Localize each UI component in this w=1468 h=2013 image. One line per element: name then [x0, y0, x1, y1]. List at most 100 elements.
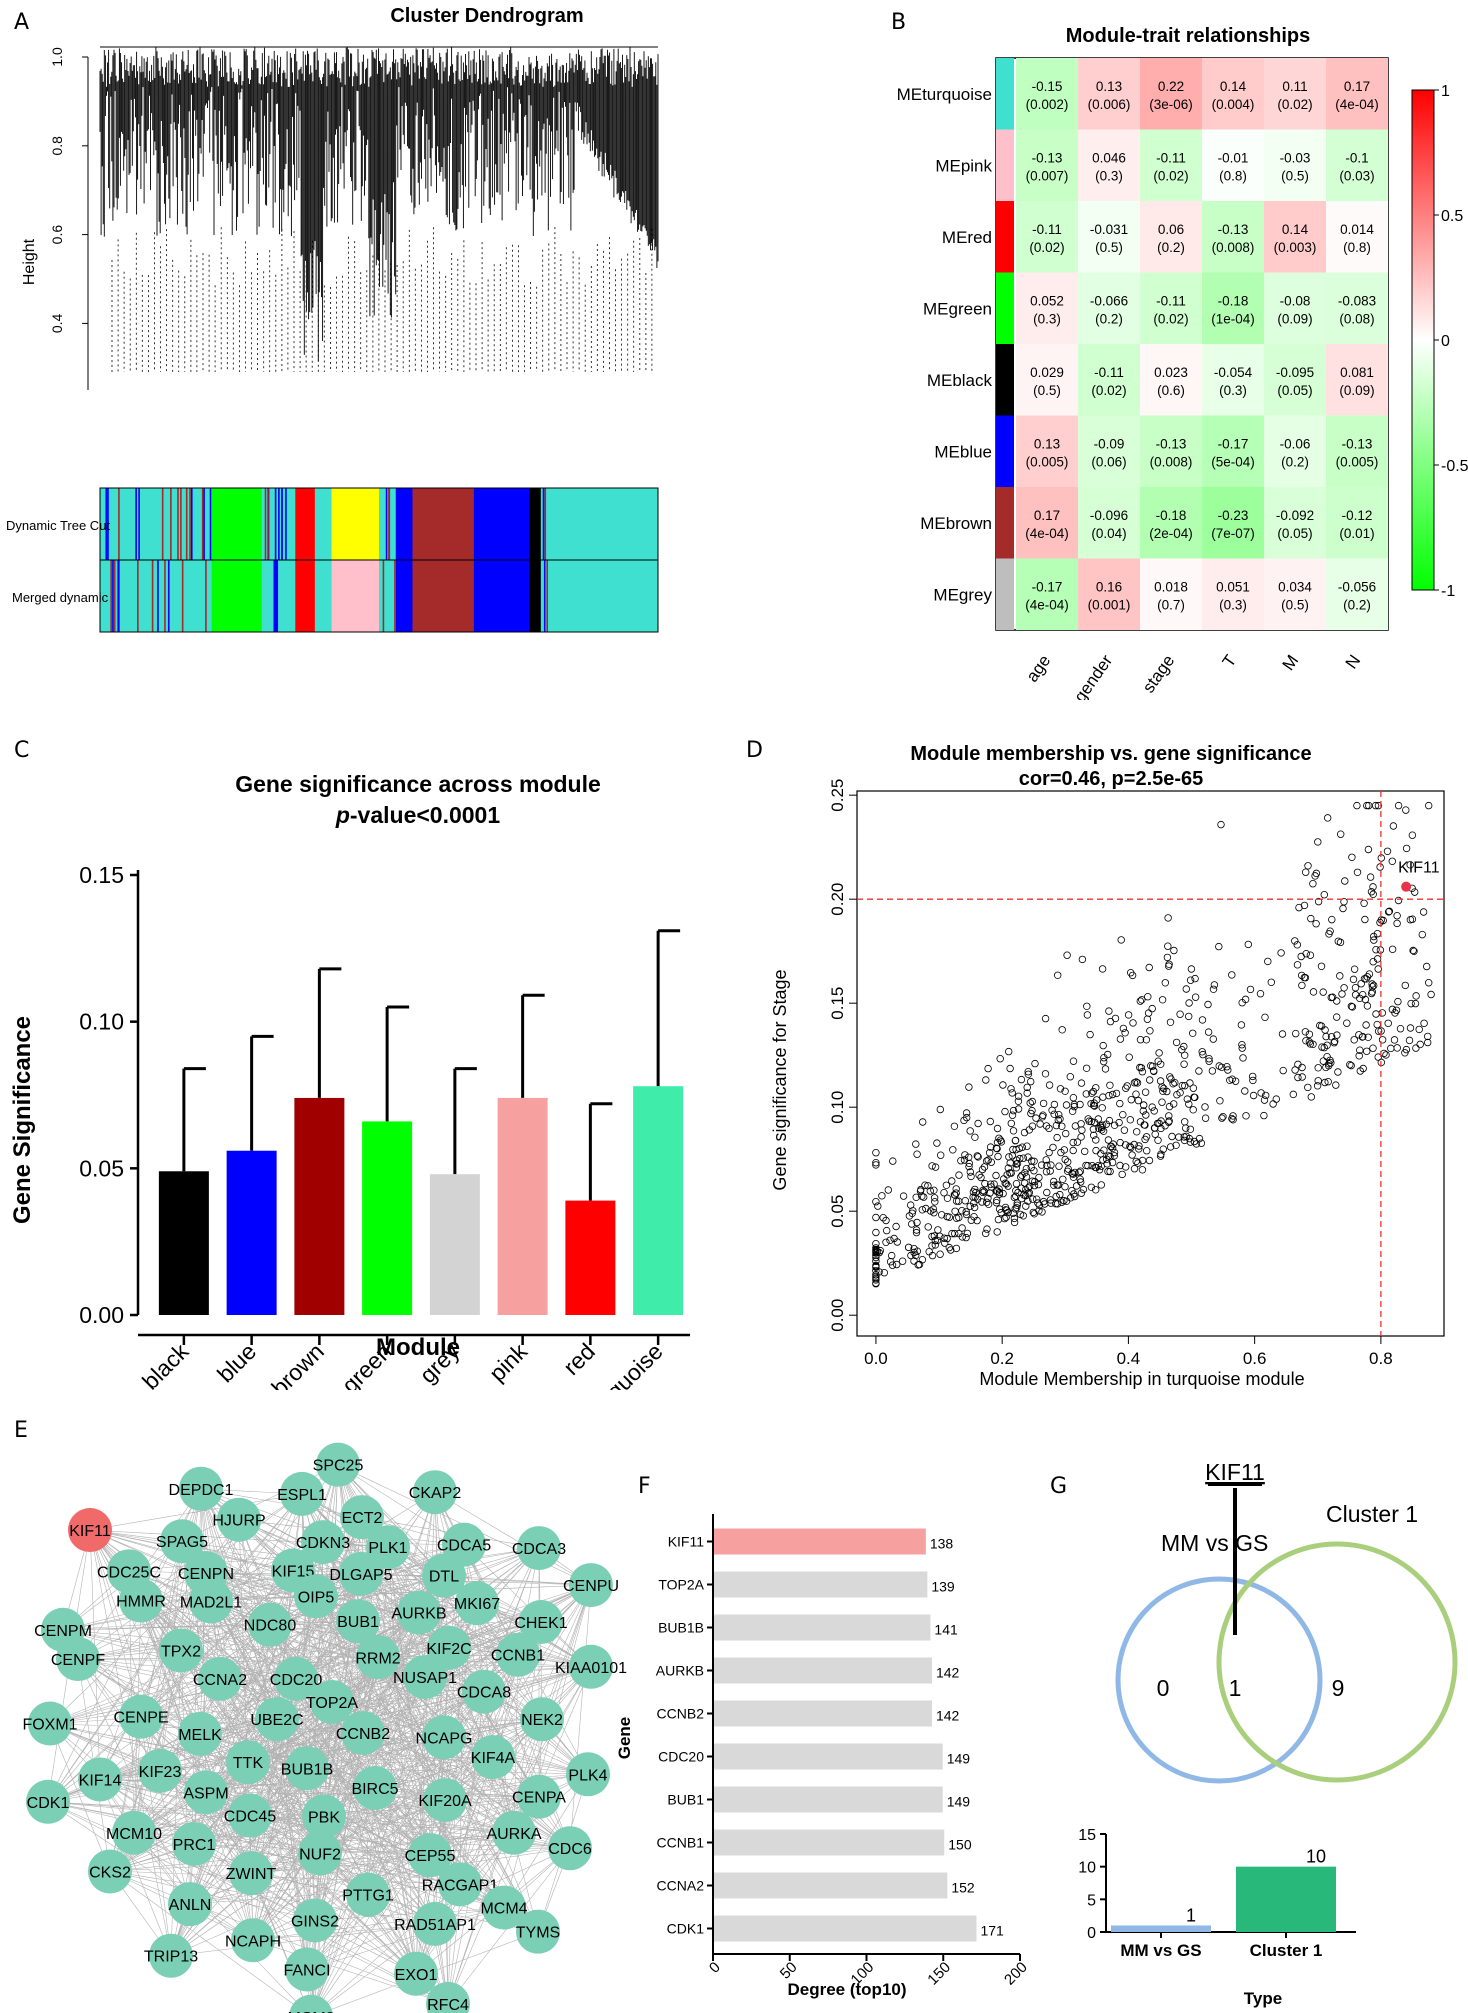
network-node-circle [302, 1794, 346, 1839]
network-node: TRIP13 [144, 1933, 198, 1978]
merged-dynamic-label: Merged dynamic [12, 590, 109, 605]
bar-f-value-label: 150 [948, 1837, 972, 1853]
bar-f-value-label: 149 [947, 1794, 971, 1810]
heatmap-cell-cor: -0.17 [1032, 579, 1063, 594]
network-node-label: DLGAP5 [329, 1567, 392, 1584]
heatmap-column-label: gender [1070, 651, 1116, 700]
network-node: ZWINT [226, 1851, 277, 1896]
network-node: CKS2 [88, 1849, 132, 1894]
network-node: BUB1B [281, 1746, 333, 1791]
network-node-label: MCM4 [480, 1901, 527, 1918]
module-stripe [278, 488, 280, 560]
bar-g-xtick-label: MM vs GS [1120, 1941, 1201, 1960]
heatmap-cell-pvalue: (1e-04) [1211, 311, 1255, 326]
network-node: KIAA0101 [555, 1644, 627, 1689]
module-stripe [285, 488, 287, 560]
heatmap-column-label: stage [1139, 651, 1178, 696]
network-node-label: OIP5 [298, 1589, 335, 1606]
network-node: FANCI [283, 1947, 331, 1992]
module-stripe [201, 488, 204, 560]
module-trait-heatmap-panel: Module-trait relationships MEturquoise -0… [897, 25, 1468, 700]
module-color-block [331, 488, 380, 560]
colorbar-tick-label: 0.5 [1441, 208, 1463, 225]
network-node: NDC80 [244, 1602, 296, 1647]
ppi-network-panel: SPC25 DEPDC1 ESPL1 CKAP2 ECT2 HJURP KIF11 SPAG5… [22, 1442, 627, 2013]
bar-f-value-label: 138 [930, 1536, 954, 1552]
heatmap-cell [1264, 129, 1326, 201]
cluster-dendrogram-panel: Cluster Dendrogram Height 0.4 0.6 0.8 1.0 D… [6, 5, 659, 633]
network-node-circle [172, 1821, 216, 1866]
heatmap-cell-pvalue: (0.02) [1029, 240, 1064, 255]
heatmap-cell [1326, 58, 1388, 130]
heatmap-cell-pvalue: (0.3) [1095, 168, 1123, 183]
network-node: CENPA [512, 1774, 566, 1819]
module-color-block [379, 560, 397, 632]
bar-g-ytick-label: 15 [1078, 1827, 1096, 1844]
network-node-label: CDCA8 [457, 1685, 511, 1702]
heatmap-cell-cor: 0.046 [1092, 150, 1126, 165]
network-node-label: NEK2 [521, 1712, 563, 1729]
heatmap-column-label: age [1022, 651, 1054, 685]
network-node: PBK [302, 1794, 346, 1839]
network-node: MCM10 [106, 1810, 162, 1855]
dendrogram-color-rows [99, 487, 659, 633]
module-stripe [135, 488, 137, 560]
module-stripe [190, 488, 193, 560]
heatmap-cell [1202, 58, 1264, 130]
heatmap-cell-cor: -0.17 [1218, 436, 1249, 451]
bar-f-bar [714, 1872, 948, 1899]
heatmap-cell-pvalue: (0.3) [1219, 383, 1247, 398]
bar-f-xlabel: Degree (top10) [787, 1980, 906, 1999]
heatmap-cell [1078, 58, 1140, 130]
network-node: CHEK1 [514, 1600, 568, 1645]
heatmap-cell-cor: -0.08 [1280, 293, 1311, 308]
network-node-label: AURKA [486, 1826, 541, 1843]
venn-label-cluster-1: Cluster 1 [1326, 1501, 1418, 1527]
network-node-circle [289, 1994, 333, 2013]
heatmap-cell [1326, 558, 1388, 630]
network-node-circle [394, 1951, 438, 1996]
network-node-circle [413, 1901, 457, 1946]
module-stripe [185, 488, 188, 560]
heatmap-cell-pvalue: (0.3) [1219, 597, 1247, 612]
module-stripe [542, 488, 545, 560]
bar-f-ylabel: Gene [615, 1717, 634, 1760]
bar-f-bar [714, 1614, 931, 1641]
network-node: EXO1 [394, 1951, 438, 1996]
network-node: MCM2 [287, 1994, 335, 2013]
network-node: KIF11 [68, 1508, 112, 1553]
network-node-circle [408, 1833, 452, 1878]
module-stripe [180, 488, 182, 560]
bar-c-xtick-label: red [558, 1338, 600, 1380]
network-node-circle [229, 1851, 273, 1896]
network-node-label: GINS2 [291, 1913, 339, 1930]
heatmap-column-label: T [1219, 651, 1241, 670]
network-node-circle [112, 1810, 156, 1855]
venn-panel: MM vs GS Cluster 1 0 1 9 KIF11 0 5 10 15 1 MM… [1078, 1459, 1458, 2008]
network-node-circle [462, 1669, 506, 1714]
network-node-circle [298, 1831, 342, 1876]
heatmap-cell [1140, 415, 1202, 487]
network-node-circle [88, 1849, 132, 1894]
scatter-xtick-label: 0.8 [1369, 1349, 1393, 1368]
network-node-label: CCNB2 [336, 1726, 390, 1743]
heatmap-cell-pvalue: (0.2) [1343, 597, 1371, 612]
module-color-block [529, 560, 542, 632]
heatmap-cell-pvalue: (0.8) [1343, 240, 1371, 255]
network-node-circle [516, 1909, 560, 1954]
bar-f-xtick-label: 0 [706, 1959, 724, 1977]
heatmap-column-label: N [1342, 651, 1365, 672]
bar-c-xtick-label: pink [484, 1338, 533, 1387]
network-node-circle [482, 1885, 526, 1930]
network-node-label: CDC25C [97, 1564, 161, 1581]
panel-label-c: C [14, 738, 30, 763]
network-node-circle [294, 1574, 338, 1619]
venn-pointer-label: KIF11 [1205, 1459, 1265, 1485]
network-node-circle [159, 1628, 203, 1673]
network-node: MKI67 [454, 1581, 500, 1626]
network-node-label: SPAG5 [156, 1534, 208, 1551]
network-node: BIRC5 [351, 1766, 399, 1811]
module-color-block [100, 560, 213, 632]
network-node-circle [566, 1752, 610, 1797]
mm-gs-scatter-panel: Module membership vs. gene significance … [770, 743, 1445, 1389]
